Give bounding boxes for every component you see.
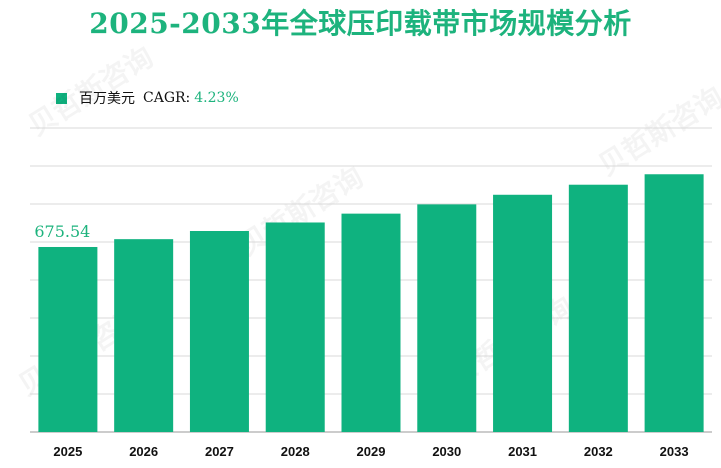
x-tick-label: 2028 bbox=[281, 444, 310, 459]
bar-2030 bbox=[417, 204, 477, 432]
x-tick-label: 2026 bbox=[129, 444, 158, 459]
chart-title: 2025-2033年全球压印载带市场规模分析 bbox=[89, 7, 632, 40]
legend: 百万美元 CAGR: 4.23% bbox=[56, 88, 239, 108]
bar-2028 bbox=[265, 222, 325, 432]
x-tick-label: 2032 bbox=[584, 444, 613, 459]
legend-series-name: 百万美元 bbox=[79, 91, 135, 107]
x-tick-label: 2033 bbox=[660, 444, 689, 459]
legend-swatch bbox=[56, 92, 67, 104]
data-label-2025: 675.54 bbox=[34, 222, 90, 241]
bar-2027 bbox=[189, 231, 249, 432]
x-tick-label: 2030 bbox=[432, 444, 461, 459]
x-tick-label: 2025 bbox=[53, 444, 82, 459]
bar-2026 bbox=[114, 239, 174, 432]
bar-2025 bbox=[38, 246, 98, 432]
x-tick-label: 2027 bbox=[205, 444, 234, 459]
bar-2033 bbox=[644, 174, 704, 432]
legend-cagr-label: CAGR: bbox=[143, 90, 191, 106]
x-tick-label: 2031 bbox=[508, 444, 537, 459]
x-tick-label: 2029 bbox=[357, 444, 386, 459]
bar-2032 bbox=[568, 184, 628, 432]
bar-2031 bbox=[493, 194, 553, 432]
legend-cagr-value: 4.23% bbox=[194, 90, 239, 106]
bar-2029 bbox=[341, 213, 401, 432]
